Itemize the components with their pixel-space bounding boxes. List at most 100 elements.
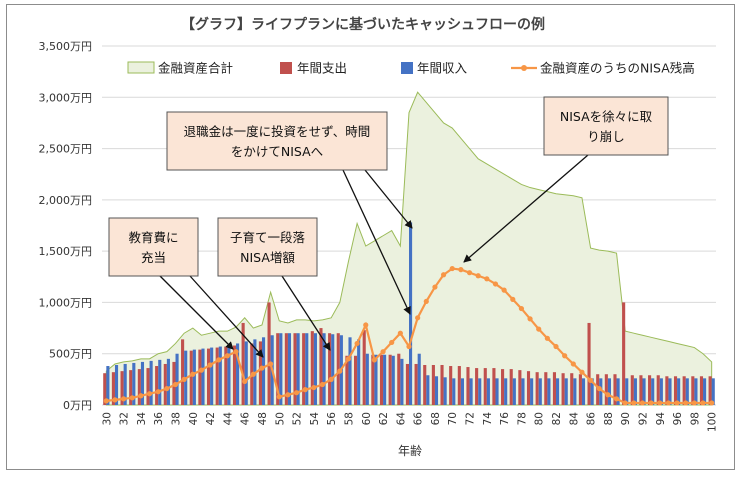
bar-expense (526, 371, 531, 405)
bar-expense (353, 355, 358, 405)
nisa-point (570, 361, 576, 367)
bar-income (434, 376, 439, 405)
bar-income (244, 341, 248, 405)
x-tick-label: 66 (413, 412, 425, 426)
nisa-point (337, 368, 343, 374)
bar-expense (362, 330, 366, 405)
nisa-point (406, 343, 412, 350)
bar-income (114, 364, 119, 405)
nisa-point (683, 400, 689, 406)
nisa-point (172, 381, 179, 388)
bar-income (287, 333, 292, 405)
bar-expense (492, 368, 496, 405)
annotation-box (166, 111, 388, 171)
nisa-point (596, 385, 602, 392)
bar-expense (423, 364, 427, 405)
bar-expense (414, 363, 418, 405)
bar-income (668, 378, 672, 405)
annotation-text: 充当 (141, 250, 166, 265)
bar-expense (561, 373, 565, 405)
nisa-point (285, 392, 291, 398)
bar-income (417, 353, 421, 405)
bar-expense (708, 376, 712, 405)
bar-expense (604, 374, 608, 405)
nisa-point (319, 381, 326, 388)
bar-income (261, 337, 266, 405)
legend-swatch-area (127, 61, 155, 74)
x-tick-label: 54 (309, 412, 321, 426)
bar-expense (215, 347, 219, 405)
nisa-point (631, 400, 637, 406)
bar-income (374, 354, 378, 405)
x-tick-label: 76 (499, 412, 511, 426)
nisa-point (648, 400, 654, 406)
bar-income (573, 378, 577, 405)
x-tick-label: 56 (326, 412, 338, 426)
bar-income (149, 360, 153, 405)
bar-expense (682, 376, 686, 405)
bar-income (331, 334, 335, 405)
bar-income (538, 378, 542, 405)
legend-label: 金融資産合計 (158, 61, 233, 76)
bar-income (192, 349, 196, 405)
x-tick-label: 34 (136, 412, 148, 426)
bar-income (590, 378, 594, 405)
bar-income (685, 378, 689, 405)
nisa-point (311, 384, 317, 391)
x-tick-label: 52 (292, 412, 304, 425)
nisa-point (475, 273, 481, 279)
bar-income (140, 361, 145, 405)
annotation-arrow (342, 169, 411, 315)
bar-expense (137, 369, 141, 405)
nisa-point (492, 281, 499, 287)
bar-expense (691, 376, 695, 405)
annotation-text: NISAを徐々に取 (560, 109, 653, 124)
bar-income (521, 378, 525, 405)
y-tick-label: 500万円 (49, 348, 92, 361)
bar-expense (665, 376, 669, 405)
bar-income (659, 378, 663, 405)
x-tick-label: 90 (620, 412, 632, 425)
nisa-point (397, 330, 403, 336)
x-tick-label: 70 (447, 412, 459, 425)
bar-expense (129, 370, 133, 405)
bar-expense (449, 366, 453, 405)
x-tick-label: 82 (551, 412, 563, 425)
bar-expense (310, 331, 314, 405)
bar-expense (440, 364, 444, 405)
bar-expense (483, 368, 487, 405)
bar-expense (457, 366, 461, 405)
nisa-point (155, 389, 161, 395)
bar-income (123, 363, 127, 405)
legend-swatch-bar (280, 62, 292, 74)
x-tick-label: 30 (101, 412, 113, 425)
y-tick-label: 2,000万円 (39, 194, 93, 207)
bar-expense (639, 375, 643, 405)
nisa-point (259, 365, 265, 371)
bar-income (694, 378, 698, 405)
bar-income (677, 378, 681, 405)
bar-income (478, 378, 482, 405)
nisa-point (501, 287, 507, 293)
nisa-point (536, 326, 542, 332)
x-tick-label: 58 (343, 412, 355, 425)
annotation-box (543, 96, 669, 156)
nisa-point (216, 357, 222, 363)
bar-expense (379, 354, 384, 405)
bar-expense (319, 328, 323, 405)
x-tick-label: 86 (586, 412, 598, 426)
nisa-point (466, 270, 473, 276)
x-tick-label: 48 (257, 412, 269, 425)
bar-income (703, 378, 707, 405)
nisa-point (605, 392, 611, 398)
bar-expense (630, 375, 634, 405)
x-tick-label: 44 (222, 412, 234, 426)
bar-expense (302, 333, 306, 405)
x-tick-label: 78 (516, 412, 528, 425)
bar-income (365, 353, 369, 405)
x-tick-label: 40 (188, 412, 200, 425)
bar-income (651, 378, 655, 405)
x-tick-label: 94 (655, 412, 667, 426)
bar-income (132, 362, 136, 405)
bar-expense (155, 366, 159, 405)
